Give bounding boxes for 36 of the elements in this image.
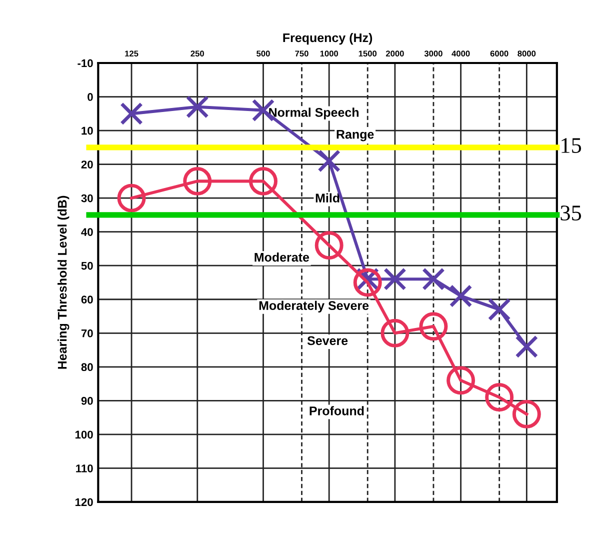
x-tick-label: 750 bbox=[295, 50, 308, 57]
y-tick-label: 10 bbox=[82, 126, 93, 135]
annotation: Normal Speech bbox=[269, 108, 359, 120]
annotation: Profound bbox=[310, 406, 364, 416]
y-tick-label: 90 bbox=[81, 396, 93, 405]
y-tick-label: 30 bbox=[81, 194, 93, 202]
annotation: Mild bbox=[316, 193, 340, 202]
x-tick-label: 1000 bbox=[320, 50, 338, 57]
x-tick-label: 6000 bbox=[490, 50, 508, 57]
x-axis-title: Frequency (Hz) bbox=[283, 32, 372, 45]
y-tick-label: 40 bbox=[81, 228, 93, 236]
y-tick-label: 110 bbox=[76, 464, 93, 472]
y-tick-label: 0 bbox=[88, 93, 93, 101]
x-tick-label: 4000 bbox=[452, 50, 470, 57]
annotation: Moderate bbox=[254, 252, 310, 262]
y-tick-label: 50 bbox=[81, 262, 93, 270]
y-axis-title: Hearing Threshold Level (dB) bbox=[58, 196, 70, 369]
x-tick-label: 125 bbox=[125, 50, 138, 57]
y-tick-label: -10 bbox=[78, 59, 93, 68]
y-tick-label: 120 bbox=[75, 498, 93, 506]
ref-line-label: 15 bbox=[562, 138, 582, 153]
annotation: Severe bbox=[307, 336, 348, 346]
y-tick-label: 60 bbox=[81, 296, 93, 304]
y-tick-label: 20 bbox=[81, 160, 93, 168]
x-tick-label: 250 bbox=[190, 50, 204, 57]
y-tick-label: 100 bbox=[75, 430, 93, 439]
x-tick-label: 2000 bbox=[386, 50, 404, 57]
ref-line-label: 35 bbox=[560, 206, 582, 221]
x-tick-label: 500 bbox=[256, 50, 270, 57]
annotation: Range bbox=[336, 130, 374, 142]
y-tick-label: 70 bbox=[81, 329, 93, 338]
x-tick-label: 3000 bbox=[424, 50, 442, 57]
x-tick-label: 8000 bbox=[518, 50, 536, 57]
annotation: Moderately Severe bbox=[259, 300, 369, 312]
x-tick-label: 1500 bbox=[358, 50, 377, 57]
y-tick-label: 80 bbox=[81, 363, 93, 372]
